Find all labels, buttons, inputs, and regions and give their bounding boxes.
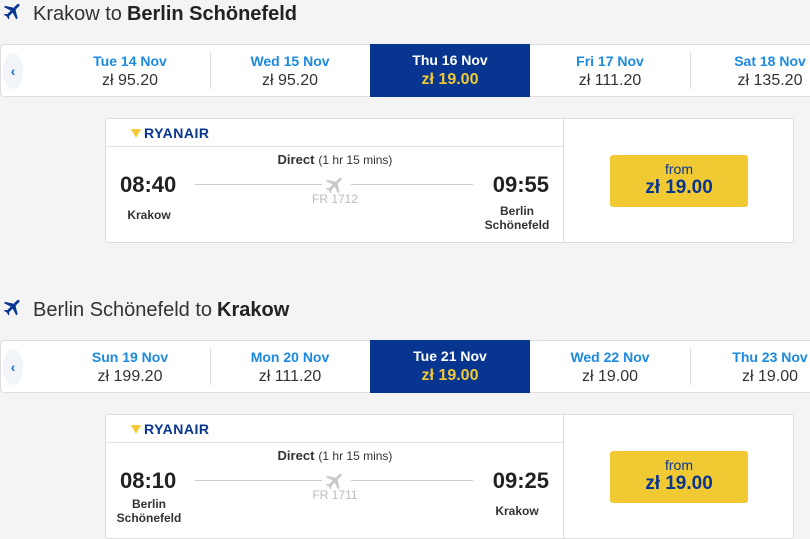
date-option[interactable]: Thu 23 Nov zł 19.00 xyxy=(690,341,810,392)
depart-time: 08:40 xyxy=(120,172,177,197)
date-label: Mon 20 Nov xyxy=(250,349,330,365)
route-to: Krakow xyxy=(217,298,290,321)
date-carousel: ‹ Sun 19 Nov zł 199.20 Mon 20 Nov zł 111… xyxy=(0,340,810,393)
date-carousel: ‹ Tue 14 Nov zł 95.20 Wed 15 Nov zł 95.2… xyxy=(0,44,810,97)
route-to: Berlin Schönefeld xyxy=(126,2,297,25)
select-price-button[interactable]: from zł 19.00 xyxy=(610,451,748,503)
date-label: Tue 14 Nov xyxy=(93,53,167,69)
airline-logo: RYANAIR xyxy=(106,119,563,147)
date-label: Wed 22 Nov xyxy=(570,349,650,365)
flight-type: Direct (1 hr 15 mins) xyxy=(277,152,393,167)
date-label: Thu 23 Nov xyxy=(732,349,808,365)
harp-icon xyxy=(131,128,141,138)
date-label: Wed 15 Nov xyxy=(250,53,330,69)
date-option[interactable]: Wed 15 Nov zł 95.20 xyxy=(210,45,370,96)
airline-logo: RYANAIR xyxy=(106,415,563,443)
price-from-label: from xyxy=(665,457,693,473)
date-label: Fri 17 Nov xyxy=(576,53,644,69)
date-price: zł 95.20 xyxy=(101,72,159,89)
route-title: Berlin Schönefeld to Krakow xyxy=(0,296,289,324)
date-price: zł 199.20 xyxy=(97,368,163,385)
flight-number: FR 1712 xyxy=(311,192,359,206)
origin-city: Berlin Schönefeld xyxy=(116,497,182,525)
route-line xyxy=(351,480,473,481)
date-price: zł 19.00 xyxy=(581,368,639,385)
arrive-time: 09:25 xyxy=(492,468,549,493)
plane-icon xyxy=(324,174,346,201)
date-option[interactable]: Fri 17 Nov zł 111.20 xyxy=(530,45,690,96)
price-from-label: from xyxy=(665,161,693,177)
date-option[interactable]: Sat 18 Nov zł 135.20 xyxy=(690,45,810,96)
date-price: zł 19.00 xyxy=(421,71,479,88)
destination-city: Berlin Schönefeld xyxy=(484,204,550,232)
date-label: Sun 19 Nov xyxy=(91,349,169,365)
flight-card[interactable]: RYANAIR Direct (1 hr 15 mins) 08:10 09:25… xyxy=(105,414,794,539)
date-option[interactable]: Mon 20 Nov zł 111.20 xyxy=(210,341,370,392)
route-line xyxy=(195,480,322,481)
date-label: Thu 16 Nov xyxy=(412,52,488,68)
date-option[interactable]: Thu 16 Nov zł 19.00 xyxy=(370,44,530,97)
price-value: zł 19.00 xyxy=(645,473,713,494)
date-price: zł 19.00 xyxy=(421,367,479,384)
flight-number: FR 1711 xyxy=(312,488,358,502)
date-price: zł 95.20 xyxy=(261,72,319,89)
date-option[interactable]: Wed 22 Nov zł 19.00 xyxy=(530,341,690,392)
date-option[interactable]: Sun 19 Nov zł 199.20 xyxy=(50,341,210,392)
date-label: Sat 18 Nov xyxy=(734,53,806,69)
date-option[interactable]: Tue 14 Nov zł 95.20 xyxy=(50,45,210,96)
date-option[interactable]: Tue 21 Nov zł 19.00 xyxy=(370,340,530,393)
chevron-left-icon[interactable]: ‹ xyxy=(3,53,23,89)
route-from: Berlin Schönefeld to xyxy=(33,298,213,321)
plane-icon xyxy=(0,296,33,324)
destination-city: Krakow xyxy=(495,504,539,518)
price-value: zł 19.00 xyxy=(645,177,713,198)
depart-time: 08:10 xyxy=(120,468,177,493)
select-price-button[interactable]: from zł 19.00 xyxy=(610,155,748,207)
date-price: zł 111.20 xyxy=(578,72,642,89)
date-price: zł 111.20 xyxy=(258,368,322,385)
origin-city: Krakow xyxy=(127,208,171,222)
harp-icon xyxy=(131,424,141,434)
date-label: Tue 21 Nov xyxy=(413,348,487,364)
route-line xyxy=(195,184,322,185)
flight-card[interactable]: RYANAIR Direct (1 hr 15 mins) 08:40 09:55… xyxy=(105,118,794,243)
flight-type: Direct (1 hr 15 mins) xyxy=(277,448,393,463)
route-from: Krakow to xyxy=(33,2,122,25)
arrive-time: 09:55 xyxy=(492,172,549,197)
date-price: zł 19.00 xyxy=(741,368,799,385)
plane-icon xyxy=(324,470,346,497)
route-title: Krakow to Berlin Schönefeld xyxy=(0,0,297,28)
date-price: zł 135.20 xyxy=(737,72,803,89)
chevron-left-icon[interactable]: ‹ xyxy=(3,349,23,385)
plane-icon xyxy=(0,0,33,28)
route-line xyxy=(351,184,473,185)
